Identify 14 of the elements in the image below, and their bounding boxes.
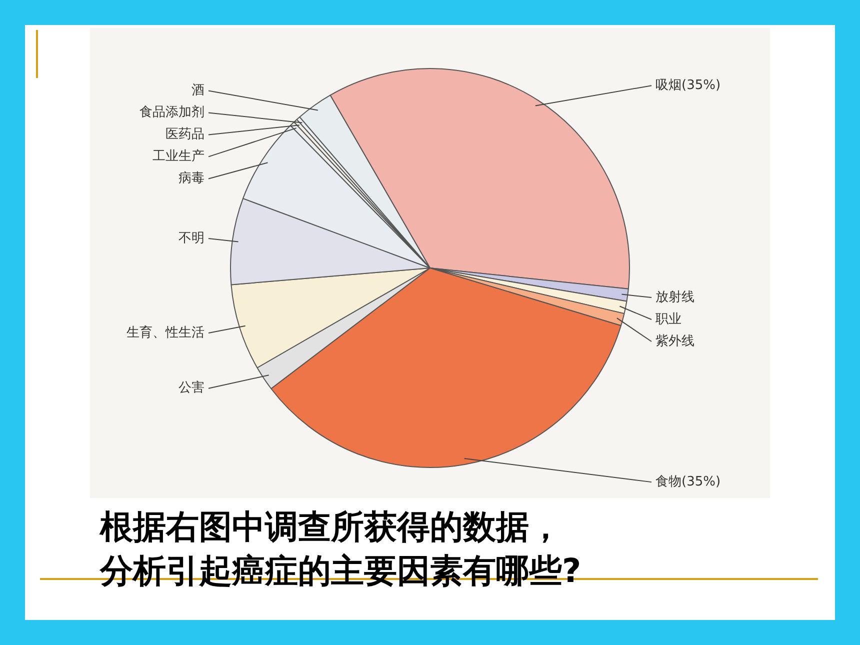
slice-label: 工业生产 xyxy=(152,149,204,164)
slice-label: 食物(35%) xyxy=(656,474,721,490)
slice-label: 职业 xyxy=(656,312,682,327)
slice-label: 病毒 xyxy=(178,171,204,186)
slice-label: 酒 xyxy=(192,83,204,98)
text: 根据右图中调查所获得的数据， xyxy=(100,506,563,548)
slice-label: 紫外线 xyxy=(656,334,694,349)
slice-label: 食品添加剂 xyxy=(140,104,204,120)
slice-label: 放射线 xyxy=(656,290,694,305)
slice-label: 医药品 xyxy=(166,127,204,142)
slice-label: 吸烟(35%) xyxy=(656,78,721,93)
slice-label: 不明 xyxy=(178,230,204,246)
slice-label: 公害 xyxy=(178,380,204,396)
slice-label: 生育、性生活 xyxy=(126,324,204,340)
